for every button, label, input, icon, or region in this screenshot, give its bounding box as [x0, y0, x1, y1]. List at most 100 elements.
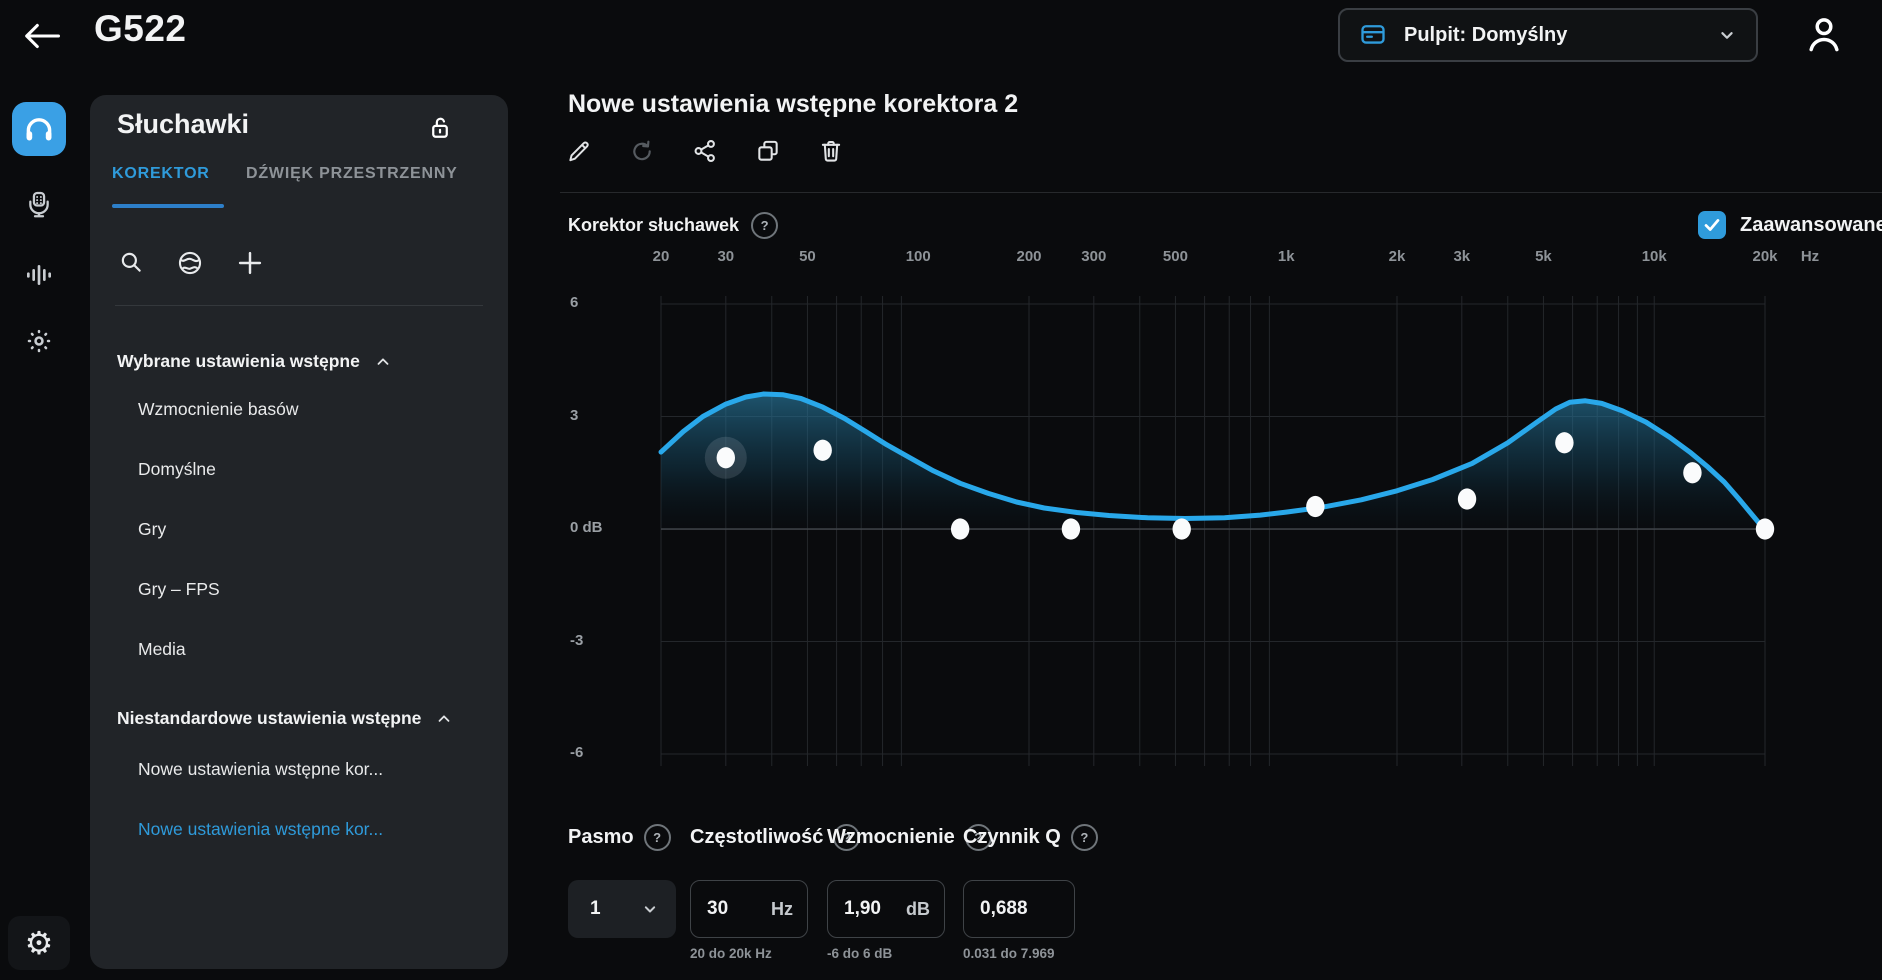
advanced-toggle-row: Zaawansowane — [1698, 211, 1882, 239]
preset-toolbar — [566, 138, 844, 164]
gain-input[interactable]: 1,90 dB — [827, 880, 945, 938]
frequency-unit: Hz — [771, 898, 793, 919]
search-button[interactable] — [118, 249, 144, 275]
panel-title: Słuchawki — [117, 109, 250, 139]
advanced-label: Zaawansowane — [1740, 213, 1882, 236]
eq-curve-svg — [658, 296, 1775, 766]
delete-preset-button[interactable] — [818, 138, 844, 164]
rail-microphone-tab[interactable] — [12, 178, 66, 232]
freq-tick-label: 30 — [717, 248, 735, 265]
pencil-icon — [569, 141, 589, 162]
gain-range-hint: -6 do 6 dB — [827, 946, 893, 961]
gain-help-icon[interactable]: ? — [964, 824, 992, 851]
reset-icon — [633, 140, 651, 161]
duplicate-preset-button[interactable] — [755, 138, 781, 164]
band-label: Pasmo — [568, 826, 634, 848]
desktop-profile-icon — [1358, 21, 1388, 49]
lighting-icon — [27, 329, 51, 353]
back-arrow-icon — [25, 23, 60, 49]
band-label-row: Pasmo ? — [568, 824, 671, 851]
tab-korektor[interactable]: KOREKTOR — [112, 165, 210, 182]
user-account-button[interactable] — [1802, 12, 1846, 56]
chevron-up-icon — [438, 714, 450, 722]
freq-tick-label: 20 — [652, 248, 670, 265]
preset-item[interactable]: Wzmocnienie basów — [138, 399, 299, 419]
db-tick-label: 0 dB — [570, 519, 603, 536]
preset-item[interactable]: Domyślne — [138, 459, 216, 479]
freq-tick-label: 200 — [1016, 248, 1042, 265]
reset-preset-button[interactable] — [629, 138, 655, 164]
community-presets-button[interactable] — [176, 249, 204, 277]
lock-toggle[interactable] — [426, 113, 454, 143]
preset-item[interactable]: Nowe ustawienia wstępne kor... — [138, 819, 384, 839]
band-handle-6[interactable] — [1306, 495, 1325, 518]
band-handle-3[interactable] — [950, 518, 970, 540]
settings-button[interactable]: ⚙ — [8, 916, 70, 970]
frequency-label-row: Częstotliwość ? — [690, 824, 861, 851]
profile-dropdown[interactable]: Pulpit: Domyślny — [1338, 8, 1758, 62]
microphone-icon — [29, 191, 49, 218]
preset-item[interactable]: Media — [138, 639, 186, 659]
active-tab-underline — [112, 204, 224, 208]
freq-tick-label: 5k — [1535, 248, 1552, 265]
freq-tick-label: 100 — [905, 248, 931, 265]
section-title: Niestandardowe ustawienia wstępne — [117, 708, 422, 728]
gear-icon: ⚙ — [24, 925, 54, 961]
community-globe-icon — [178, 251, 202, 275]
section-title: Wybrane ustawienia wstępne — [117, 351, 360, 371]
chevron-up-icon — [377, 357, 389, 365]
add-preset-button[interactable] — [236, 249, 264, 277]
device-panel: Słuchawki KOREKTOR DŹWIĘK PRZESTRZENNY W… — [90, 95, 508, 969]
frequency-range-hint: 20 do 20k Hz — [690, 946, 772, 961]
preset-section-header[interactable]: Wybrane ustawienia wstępne — [117, 351, 392, 372]
q-range-hint: 0.031 do 7.969 — [963, 946, 1055, 961]
freq-tick-label: 10k — [1641, 248, 1667, 265]
rail-equalizer-tab[interactable] — [12, 248, 66, 302]
band-handle-4[interactable] — [1061, 518, 1081, 540]
equalizer-chart: 6 3 0 dB -3 -6 — [560, 278, 1882, 780]
gain-label-row: Wzmocnienie ? — [827, 824, 992, 851]
headphones-icon — [26, 118, 52, 141]
db-tick-label: 3 — [570, 406, 579, 424]
chevron-down-icon — [1716, 24, 1738, 46]
freq-tick-label: 20k — [1752, 248, 1778, 265]
edit-preset-button[interactable] — [566, 138, 592, 164]
chart-label-row: Korektor słuchawek ? — [568, 212, 779, 239]
rail-lighting-tab[interactable] — [12, 314, 66, 368]
sound-wave-icon — [27, 265, 51, 285]
chevron-down-icon — [640, 899, 660, 919]
preset-title: Nowe ustawienia wstępne korektora 2 — [568, 90, 1019, 118]
chart-label: Korektor słuchawek — [568, 215, 740, 235]
q-label-row: Czynnik Q ? — [963, 824, 1098, 851]
preset-section-header[interactable]: Niestandardowe ustawienia wstępne — [117, 708, 453, 729]
q-help-icon[interactable]: ? — [1070, 824, 1098, 851]
preset-item[interactable]: Gry – FPS — [138, 579, 220, 599]
band-handle-2[interactable] — [813, 439, 832, 461]
tab-dzwiek-przestrzenny[interactable]: DŹWIĘK PRZESTRZENNY — [246, 165, 458, 182]
q-factor-input[interactable]: 0,688 — [963, 880, 1075, 938]
preset-item[interactable]: Nowe ustawienia wstępne kor... — [138, 759, 384, 779]
band-handle-7[interactable] — [1457, 488, 1477, 510]
band-handle-8[interactable] — [1555, 432, 1574, 454]
back-button[interactable] — [22, 18, 62, 54]
advanced-checkbox[interactable] — [1698, 211, 1726, 239]
band-select[interactable]: 1 — [568, 880, 676, 938]
freq-tick-label: 2k — [1388, 248, 1406, 265]
band-handle-9[interactable] — [1683, 462, 1702, 484]
profile-label: Pulpit: Domyślny — [1404, 23, 1568, 46]
frequency-input[interactable]: 30 Hz — [690, 880, 808, 938]
share-preset-button[interactable] — [692, 138, 718, 164]
band-handle-1[interactable] — [716, 447, 736, 469]
gain-label: Wzmocnienie — [827, 826, 955, 848]
unlock-icon — [432, 117, 448, 138]
eq-curve — [658, 391, 1768, 531]
band-handle-10[interactable] — [1755, 518, 1775, 540]
band-help-icon[interactable]: ? — [643, 824, 671, 851]
help-icon[interactable]: ? — [751, 212, 779, 239]
band-select-value: 1 — [590, 898, 601, 919]
band-handle-5[interactable] — [1172, 518, 1191, 540]
frequency-help-icon[interactable]: ? — [833, 824, 861, 851]
preset-item[interactable]: Gry — [138, 519, 167, 539]
rail-headset-tab[interactable] — [12, 102, 66, 156]
